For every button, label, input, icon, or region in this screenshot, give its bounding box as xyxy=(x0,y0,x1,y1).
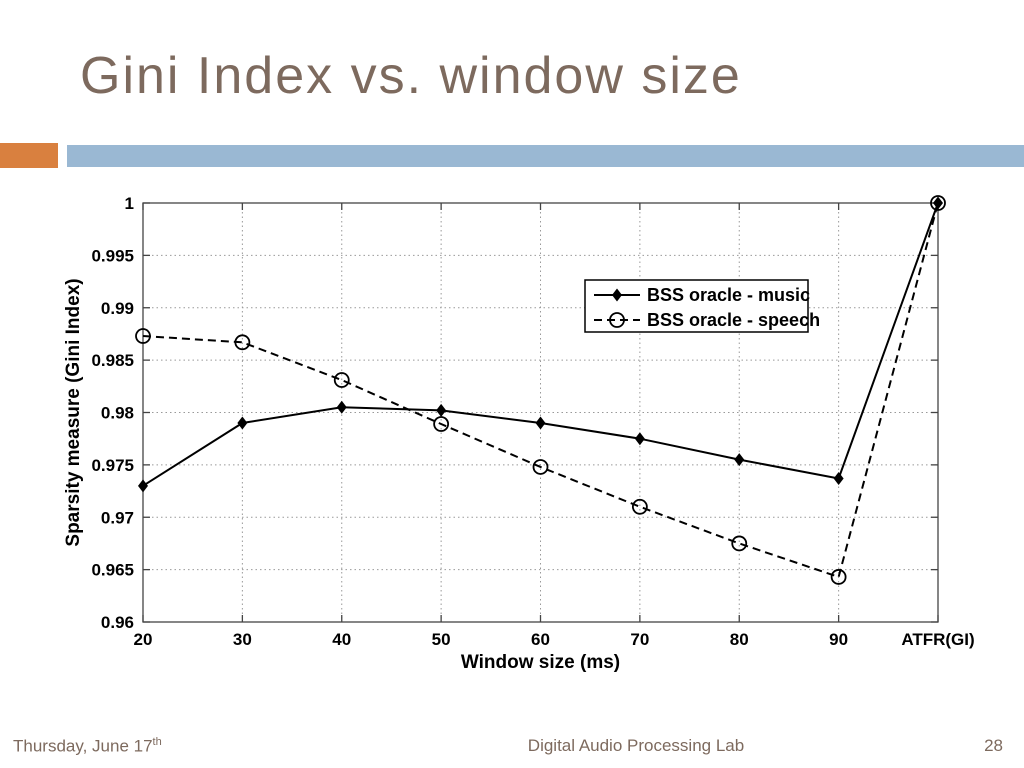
x-tick-label: 70 xyxy=(630,630,649,649)
x-tick-label: 80 xyxy=(730,630,749,649)
x-tick-label: 20 xyxy=(134,630,153,649)
speech-data-point xyxy=(234,334,251,351)
music-data-point xyxy=(933,196,943,210)
series-line-speech xyxy=(142,202,939,579)
legend-label: BSS oracle - music xyxy=(647,285,810,305)
slide-footer: Thursday, June 17th Digital Audio Proces… xyxy=(0,734,1024,764)
y-tick-label: 0.97 xyxy=(101,508,134,527)
x-tick-label: 50 xyxy=(432,630,451,649)
y-tick-label: 0.965 xyxy=(91,561,134,580)
speech-data-point xyxy=(830,569,847,585)
x-axis-label: Window size (ms) xyxy=(461,652,620,673)
footer-date: Thursday, June 17th xyxy=(13,736,162,757)
music-data-point xyxy=(535,416,546,430)
music-data-point xyxy=(634,432,645,446)
y-tick-label: 0.975 xyxy=(91,456,134,475)
speech-data-point xyxy=(731,535,748,552)
speech-data-point xyxy=(930,195,946,211)
speech-data-point xyxy=(433,416,450,432)
accent-orange-block xyxy=(0,143,58,168)
footer-page-number: 28 xyxy=(984,736,1003,755)
slide-title: Gini Index vs. window size xyxy=(80,47,742,105)
footer-date-superscript: th xyxy=(152,736,162,748)
footer-date-text: Thursday, June 17 xyxy=(13,736,153,756)
x-tick-label: 40 xyxy=(332,630,351,649)
music-data-point xyxy=(436,403,447,417)
speech-data-point xyxy=(333,372,350,388)
x-tick-label: ATFR(GI) xyxy=(901,630,974,649)
y-axis-label: Sparsity measure (Gini Index) xyxy=(63,278,84,546)
y-tick-label: 0.99 xyxy=(101,299,134,318)
music-data-point xyxy=(336,400,347,414)
legend-marker-diamond xyxy=(612,288,622,302)
music-data-point xyxy=(138,479,148,493)
y-tick-label: 0.98 xyxy=(101,404,134,423)
footer-lab-name: Digital Audio Processing Lab xyxy=(527,736,745,755)
speech-data-point xyxy=(135,328,151,344)
music-data-point xyxy=(833,471,844,485)
x-tick-label: 90 xyxy=(829,630,848,649)
accent-blue-bar xyxy=(67,145,1024,167)
x-tick-label: 60 xyxy=(531,630,550,649)
music-data-point xyxy=(734,453,745,467)
y-tick-label: 0.985 xyxy=(91,351,134,370)
music-data-point xyxy=(237,416,248,430)
y-tick-label: 0.96 xyxy=(101,613,134,632)
y-tick-label: 0.995 xyxy=(91,246,134,265)
speech-data-point xyxy=(631,498,648,515)
legend-marker-circle xyxy=(609,312,625,328)
legend-label: BSS oracle - speech xyxy=(647,310,820,330)
y-tick-label: 1 xyxy=(125,194,134,213)
series-line-music xyxy=(142,202,939,487)
x-tick-label: 30 xyxy=(233,630,252,649)
speech-data-point xyxy=(532,459,549,475)
